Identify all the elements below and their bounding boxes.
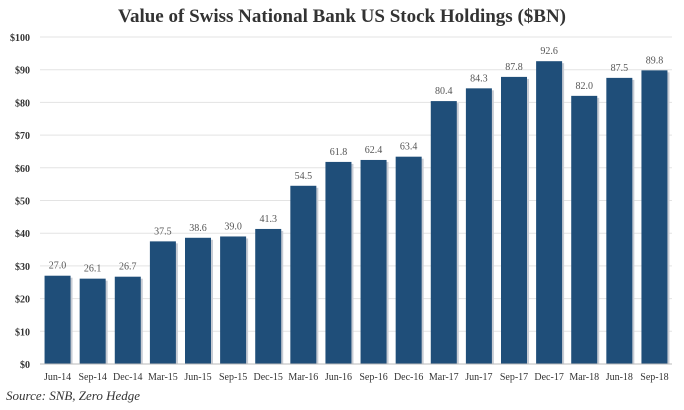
data-label: 80.4 [435, 86, 453, 97]
bar [571, 95, 598, 365]
x-tick-label: Dec-17 [534, 372, 563, 383]
x-tick-label: Mar-16 [288, 372, 318, 383]
bar [44, 275, 71, 364]
bar [465, 88, 492, 365]
data-label: 61.8 [330, 147, 348, 158]
bar [360, 159, 387, 364]
bar [325, 161, 352, 364]
x-tick-label: Sep-15 [219, 372, 247, 383]
data-label: 41.3 [259, 214, 277, 225]
y-tick-label: $50 [15, 197, 30, 208]
data-label: 54.5 [295, 171, 313, 182]
data-label: 84.3 [470, 73, 488, 84]
data-label: 26.1 [84, 264, 102, 275]
y-tick-label: $20 [15, 295, 30, 306]
data-label: 62.4 [365, 145, 383, 156]
x-tick-label: Jun-17 [465, 372, 492, 383]
y-tick-label: $0 [20, 360, 30, 371]
bar [501, 76, 527, 365]
bar [641, 70, 668, 364]
data-label: 89.8 [646, 55, 664, 66]
bar [606, 77, 633, 364]
x-tick-label: Sep-18 [640, 372, 668, 383]
data-label: 63.4 [400, 142, 418, 153]
bar [185, 237, 211, 364]
x-tick-label: Mar-17 [429, 372, 459, 383]
y-tick-label: $40 [15, 229, 30, 240]
x-tick-label: Mar-18 [569, 372, 599, 383]
x-tick-label: Dec-16 [394, 372, 423, 383]
y-tick-label: $60 [15, 164, 30, 175]
data-label: 37.5 [154, 226, 172, 237]
bar [255, 228, 282, 364]
data-label: 92.6 [540, 46, 558, 57]
y-tick-label: $90 [15, 66, 30, 77]
x-tick-label: Mar-15 [148, 372, 178, 383]
bar [79, 278, 106, 364]
data-label: 39.0 [224, 221, 242, 232]
data-label: 87.5 [611, 63, 629, 74]
y-tick-label: $100 [10, 33, 30, 44]
y-tick-label: $10 [15, 327, 30, 338]
data-label: 82.0 [575, 81, 593, 92]
x-tick-label: Sep-16 [359, 372, 387, 383]
x-tick-label: Sep-14 [78, 372, 106, 383]
y-tick-label: $80 [15, 98, 30, 109]
bar [290, 185, 317, 364]
chart-title: Value of Swiss National Bank US Stock Ho… [117, 6, 566, 27]
bar [536, 61, 563, 365]
bar [220, 236, 247, 364]
x-tick-label: Dec-14 [113, 372, 142, 383]
x-tick-label: Sep-17 [500, 372, 528, 383]
bar [149, 241, 176, 364]
y-tick-label: $30 [15, 262, 30, 273]
bar [114, 276, 141, 364]
bar [395, 156, 422, 364]
x-tick-label: Jun-15 [184, 372, 211, 383]
data-label: 87.8 [505, 62, 523, 73]
data-label: 26.7 [119, 262, 137, 273]
x-tick-label: Dec-15 [254, 372, 283, 383]
x-tick-label: Jun-14 [44, 372, 71, 383]
data-label: 38.6 [189, 223, 207, 234]
x-tick-label: Jun-18 [606, 372, 633, 383]
bar [430, 101, 457, 364]
data-label: 27.0 [49, 261, 67, 272]
y-tick-label: $70 [15, 131, 30, 142]
x-tick-label: Jun-16 [325, 372, 352, 383]
source-note: Source: SNB, Zero Hedge [6, 388, 141, 403]
